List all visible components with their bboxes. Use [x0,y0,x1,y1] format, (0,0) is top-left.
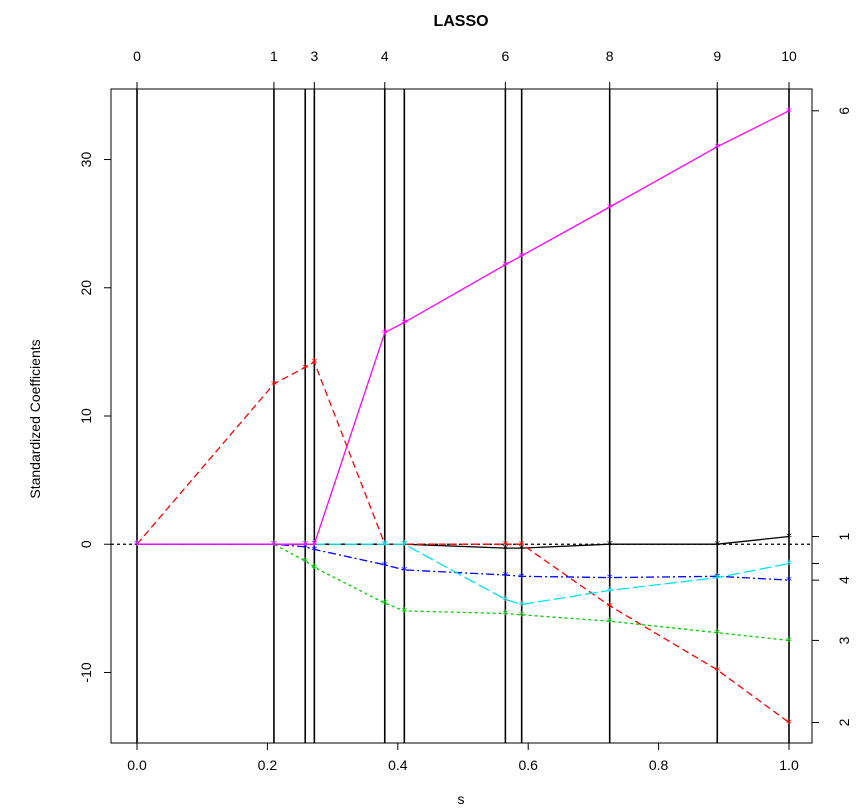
top-axis-label: 3 [310,48,318,64]
series-point: * [401,538,407,552]
series-point: * [607,600,613,614]
right-axis-label: 3 [836,636,852,644]
y-axis-tick-label: -10 [78,662,94,682]
series-line [136,361,790,724]
series-point: * [401,538,407,552]
series-point: * [607,538,613,552]
top-axis-label: 4 [381,48,389,64]
series-point: * [311,561,317,575]
series-point: * [786,634,792,648]
series-point: * [401,538,407,552]
top-axis-label: 0 [133,48,141,64]
chart-title: LASSO [433,13,488,30]
y-axis-tick-label: 20 [78,280,94,296]
series-point: * [502,538,508,552]
series-point: * [786,557,792,571]
x-axis-tick-label: 0.0 [127,757,147,773]
series-line [137,543,790,606]
series-point: * [382,538,388,552]
x-axis-tick-label: 0.2 [258,757,278,773]
series-point: * [134,538,140,552]
top-axis-label: 9 [713,48,721,64]
x-axis-tick-label: 0.8 [649,757,669,773]
series-point: * [519,570,525,584]
series-point: * [134,538,140,552]
series-point: * [786,574,792,588]
series-point: * [786,105,792,119]
x-axis-tick-label: 1.0 [779,757,799,773]
series-point: * [607,572,613,586]
series-point: * [607,584,613,598]
series-point: * [786,531,792,545]
series-point: * [519,250,525,264]
x-axis-tick-label: 0.4 [388,757,408,773]
series-point: * [134,538,140,552]
top-axis-label: 8 [606,48,614,64]
series-point: * [401,605,407,619]
y-axis-tick-label: 10 [78,408,94,424]
series-point: * [311,538,317,552]
series-point: * [714,538,720,552]
series-point: * [271,538,277,552]
series-point: * [302,541,308,555]
series-point: * [502,259,508,273]
y-axis-tick-label: 30 [78,152,94,168]
x-axis-tick-label: 0.6 [518,757,538,773]
series-point: * [502,569,508,583]
y-axis-tick-label: 0 [78,540,94,548]
series-point: * [502,607,508,621]
right-axis-label: 2 [836,718,852,726]
series-point: * [302,538,308,552]
series-line [137,110,790,545]
series-point: * [382,538,388,552]
series-point: * [271,538,277,552]
series-point: * [302,538,308,552]
series-point: * [714,664,720,678]
series-point: * [607,201,613,215]
series-point: * [401,316,407,330]
top-axis-label: 6 [501,48,509,64]
series-point: * [519,542,525,556]
series-point: * [714,572,720,586]
series-point: * [714,627,720,641]
series-point: * [311,543,317,557]
series-point: * [271,538,277,552]
series-point: * [271,378,277,392]
series-point: * [311,356,317,370]
y-axis-title: Standardized Coefficients [27,339,43,498]
series-point: * [311,538,317,552]
series-point: * [302,555,308,569]
right-axis-label: 4 [836,576,852,584]
series-point: * [302,538,308,552]
series-point: * [502,542,508,556]
series-point: * [271,538,277,552]
series-point: * [134,538,140,552]
series-point: * [502,593,508,607]
series-point: * [382,559,388,573]
series-point: * [271,538,277,552]
series-line [137,543,790,642]
series-point: * [382,538,388,552]
series-point: * [382,597,388,611]
x-axis-title: s [458,791,465,807]
series-point: * [134,538,140,552]
series-point: * [134,538,140,552]
series-point: * [714,141,720,155]
series-point: * [401,564,407,578]
top-axis-label: 10 [781,48,797,64]
right-axis-label: 1 [836,532,852,540]
right-axis-label: 6 [836,107,852,115]
series-point: * [302,361,308,375]
series-point: * [519,599,525,613]
series-point: * [607,615,613,629]
series-point: * [519,538,525,552]
series-point: * [519,609,525,623]
series-point: * [786,716,792,730]
series-point: * [311,538,317,552]
top-axis-label: 1 [270,48,278,64]
series-point: * [382,327,388,341]
